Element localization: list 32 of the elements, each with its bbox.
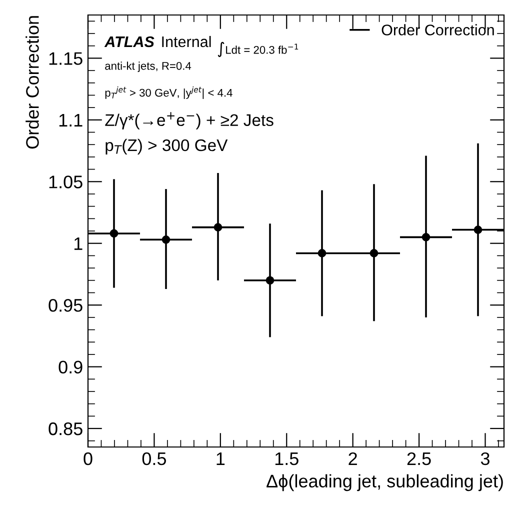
annotation: ∫Ldt = 20.3 fb$^{−1}$ [218,42,298,58]
y-tick-label: 1 [74,237,82,250]
x-tick-label: 2.5 [407,452,431,466]
x-tick-label: 2 [348,452,357,465]
annotation: Internal [162,36,211,48]
point [266,276,274,285]
x-tick-label: 0 [84,452,92,466]
point [474,226,482,234]
y-tick-label: 0.9 [58,360,82,374]
point [110,229,118,238]
legend-label: Order Correction [382,24,494,36]
annotation: p$_{T}$(Z) > 300 GeV [106,138,228,154]
point [422,233,430,242]
x-tick-label: 1 [216,452,225,465]
x-tick-label: 1.5 [275,452,298,466]
y-tick-label: 1.15 [49,52,82,65]
x-axis-title: Δϕ(leading jet, subleading jet) [266,474,503,492]
x-tick-label: 0.5 [142,452,166,466]
y-tick-label: 1.05 [49,176,82,188]
y-tick-label: 0.85 [48,422,82,436]
annotation: anti-kt jets, R=0.4 [105,62,192,72]
annotation: p$_{T}$$^{jet}$ > 30 GeV, |y$^{jet}$| < 4.4 [105,86,232,99]
x-tick-label: 3 [480,452,490,466]
annotation: ATLAS [104,36,154,48]
annotation: Z/γ*(→e$^{+}$e$^{−}$) + ≥2 Jets [105,112,274,130]
y-tick-label: 0.95 [48,298,82,312]
y-tick-label: 1.1 [59,114,82,126]
point [214,223,222,232]
point [318,249,326,258]
point [370,249,378,258]
y-axis-title: Order Correction [26,16,39,149]
point [162,235,170,244]
